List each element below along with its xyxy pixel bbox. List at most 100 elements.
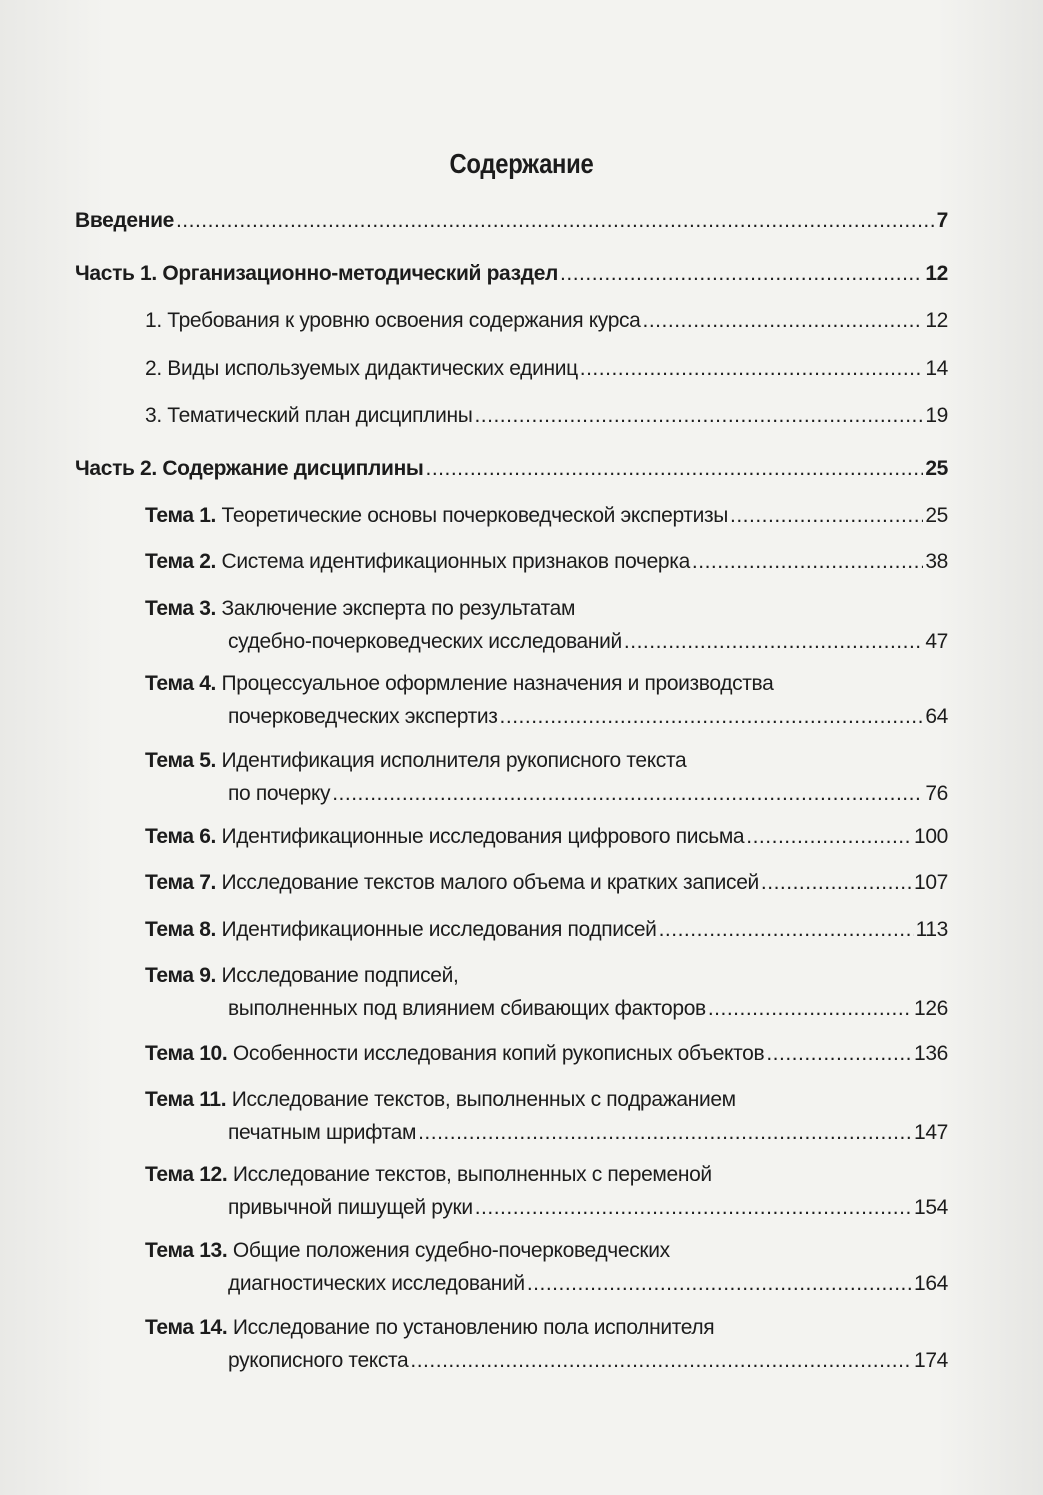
page-number: 107	[914, 871, 948, 894]
entry-title: Тема 5. Идентификация исполнителя рукопи…	[145, 744, 687, 777]
topic-number: Тема 1.	[145, 504, 217, 527]
page-number: 147	[914, 1121, 948, 1144]
entry-title-line: Особенности исследования копий рукописны…	[232, 1042, 765, 1065]
page-number: 164	[914, 1272, 948, 1295]
page-number: 126	[914, 997, 948, 1020]
dot-leader	[176, 204, 935, 237]
toc-entry: Тема 2. Система идентификационных призна…	[145, 545, 948, 578]
entry-title-line: привычной пишущей руки	[228, 1196, 473, 1219]
entry-title: 1. Требования к уровню освоения содержан…	[145, 309, 641, 332]
entry-title: привычной пишущей руки	[228, 1191, 473, 1224]
page-number: 154	[914, 1196, 948, 1219]
entry-title: почерковедческих экспертиз	[228, 700, 498, 733]
topic-number: Тема 13.	[145, 1239, 228, 1262]
entry-title-line: Исследование текстов, выполненных с пере…	[232, 1163, 712, 1186]
dot-leader	[761, 866, 912, 899]
page-number: 136	[914, 1042, 948, 1065]
toc-entry: Тема 4. Процессуальное оформление назнач…	[145, 667, 948, 733]
entry-title-line: Система идентификационных признаков поче…	[221, 550, 691, 573]
topic-number: Тема 4.	[145, 672, 217, 695]
toc-entry: Тема 6. Идентификационные исследования ц…	[145, 820, 948, 853]
topic-number: Тема 2.	[145, 550, 217, 573]
page-number: 12	[925, 309, 948, 332]
toc-entry: Часть 2. Содержание дисциплины 25	[75, 452, 948, 485]
entry-title-line: Идентификационные исследования подписей	[221, 918, 657, 941]
dot-leader	[500, 700, 924, 733]
dot-leader	[708, 992, 912, 1025]
entry-title-line: Идентификационные исследования цифрового…	[221, 825, 745, 848]
entry-title-line: Общие положения судебно-почерковедческих	[232, 1239, 670, 1262]
entry-title-line: Исследование текстов, выполненных с подр…	[231, 1088, 736, 1111]
entry-title-line: Процессуальное оформление назначения и п…	[221, 672, 774, 695]
entry-title: Тема 7. Исследование текстов малого объе…	[145, 866, 759, 899]
entry-title-line: Исследование текстов малого объема и кра…	[221, 871, 760, 894]
entry-title: Тема 9. Исследование подписей,	[145, 959, 459, 992]
page-number: 19	[925, 404, 948, 427]
entry-title: по почерку	[228, 777, 331, 810]
entry-title: Тема 6. Идентификационные исследования ц…	[145, 820, 745, 853]
page-number: 14	[925, 357, 948, 380]
toc-entry: Тема 8. Идентификационные исследования п…	[145, 913, 948, 946]
entry-title: Введение	[75, 209, 174, 232]
dot-leader	[624, 625, 923, 658]
entry-title: Тема 8. Идентификационные исследования п…	[145, 913, 657, 946]
page-number: 38	[925, 550, 948, 573]
dot-leader	[475, 1191, 912, 1224]
toc-entry: Тема 13. Общие положения судебно-почерко…	[145, 1234, 948, 1300]
dot-leader	[746, 820, 912, 853]
dot-leader	[332, 777, 923, 810]
dot-leader	[418, 1116, 912, 1149]
toc-entry: Тема 9. Исследование подписей, выполненны…	[145, 959, 948, 1025]
topic-number: Тема 3.	[145, 597, 217, 620]
toc-entry: Тема 1. Теоретические основы почерковедч…	[145, 499, 948, 532]
entry-title-line: выполненных под влиянием сбивающих факто…	[228, 997, 706, 1020]
entry-title-line: Исследование по установлению пола исполн…	[232, 1316, 715, 1339]
entry-title: Тема 4. Процессуальное оформление назнач…	[145, 667, 774, 700]
entry-title-line: печатным шрифтам	[228, 1121, 417, 1144]
page-number: 25	[925, 504, 948, 527]
page-number: 76	[925, 782, 948, 805]
toc-entry: Тема 7. Исследование текстов малого объе…	[145, 866, 948, 899]
page-number: 174	[914, 1349, 948, 1372]
page-number: 113	[915, 918, 949, 941]
entry-title: Тема 1. Теоретические основы почерковедч…	[145, 499, 728, 532]
entry-title: Тема 10. Особенности исследования копий …	[145, 1037, 765, 1070]
dot-leader	[527, 1267, 912, 1300]
toc-entry: 3. Тематический план дисциплины 19	[145, 399, 948, 432]
entry-title: 3. Тематический план дисциплины	[145, 404, 473, 427]
dot-leader	[426, 452, 924, 485]
toc-entry: 2. Виды используемых дидактических едини…	[145, 352, 948, 385]
topic-number: Тема 10.	[145, 1042, 228, 1065]
entry-title: Тема 2. Система идентификационных призна…	[145, 545, 690, 578]
topic-number: Тема 11.	[145, 1088, 227, 1111]
toc-entry: Часть 1. Организационно-методический раз…	[75, 257, 948, 290]
dot-leader	[692, 545, 923, 578]
dot-leader	[766, 1037, 912, 1070]
toc-entry: 1. Требования к уровню освоения содержан…	[145, 304, 948, 337]
entry-title: Тема 14. Исследование по установлению по…	[145, 1311, 715, 1344]
entry-title-line: Теоретические основы почерковедческой эк…	[221, 504, 729, 527]
entry-title-line: по почерку	[228, 782, 331, 805]
page-number: 12	[925, 262, 948, 285]
entry-title: Тема 11. Исследование текстов, выполненн…	[145, 1083, 736, 1116]
toc-entry: Тема 3. Заключение эксперта по результат…	[145, 592, 948, 658]
entry-title-line: Исследование подписей,	[221, 964, 459, 987]
page-title: Содержание	[449, 148, 594, 179]
topic-number: Тема 12.	[145, 1163, 228, 1186]
dot-leader	[560, 257, 923, 290]
topic-number: Тема 5.	[145, 749, 217, 772]
entry-title-line: почерковедческих экспертиз	[228, 705, 498, 728]
topic-number: Тема 7.	[145, 871, 217, 894]
toc-entry: Тема 11. Исследование текстов, выполненн…	[145, 1083, 948, 1149]
entry-title: Часть 1. Организационно-методический раз…	[75, 262, 559, 285]
page-number: 47	[925, 630, 948, 653]
dot-leader	[580, 352, 924, 385]
page-number: 25	[925, 457, 948, 480]
dot-leader	[474, 399, 923, 432]
entry-title: 2. Виды используемых дидактических едини…	[145, 357, 578, 380]
dot-leader	[643, 304, 924, 337]
entry-title: судебно-почерковедческих исследований	[228, 625, 622, 658]
toc-entry: Тема 10. Особенности исследования копий …	[145, 1037, 948, 1070]
page-number: 7	[936, 209, 949, 232]
